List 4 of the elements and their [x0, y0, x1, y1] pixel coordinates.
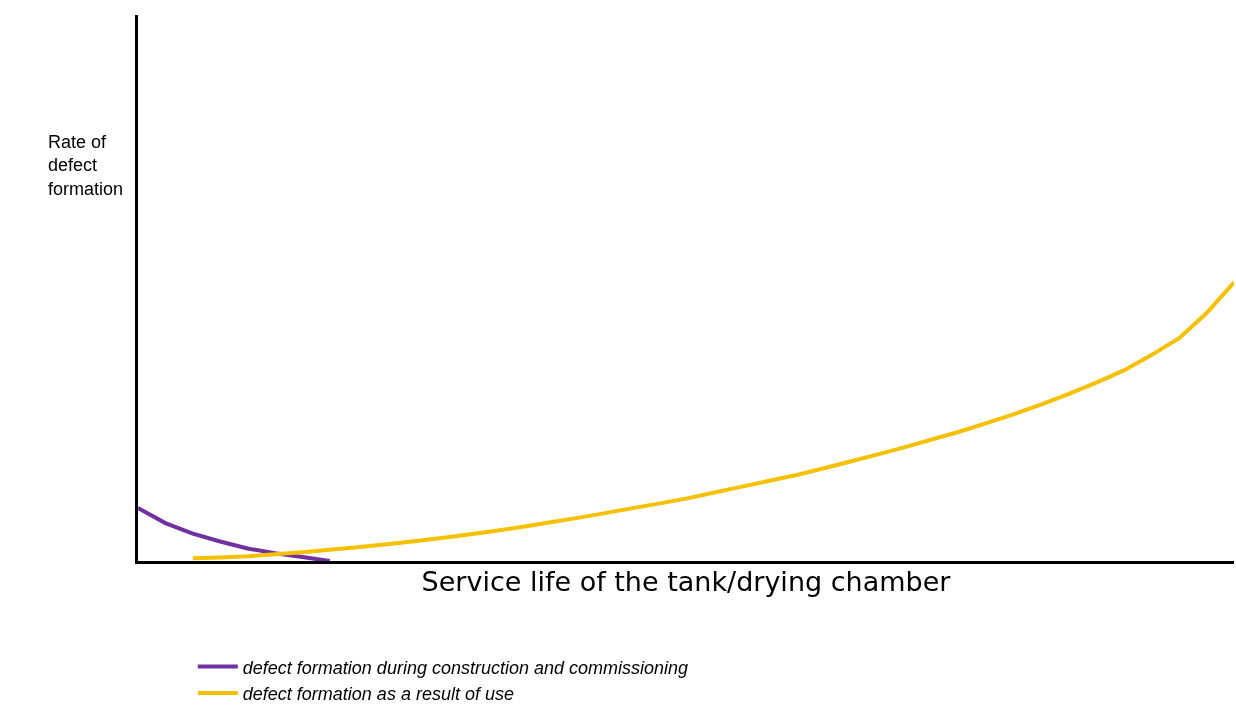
legend-label: defect formation as a result of use — [242, 683, 514, 704]
legend-label: defect formation during construction and commissioning — [242, 657, 689, 678]
x-axis-title: Service life of the tank/drying chamber — [421, 566, 952, 598]
y-axis-title: Rate of defect formation — [48, 132, 124, 199]
